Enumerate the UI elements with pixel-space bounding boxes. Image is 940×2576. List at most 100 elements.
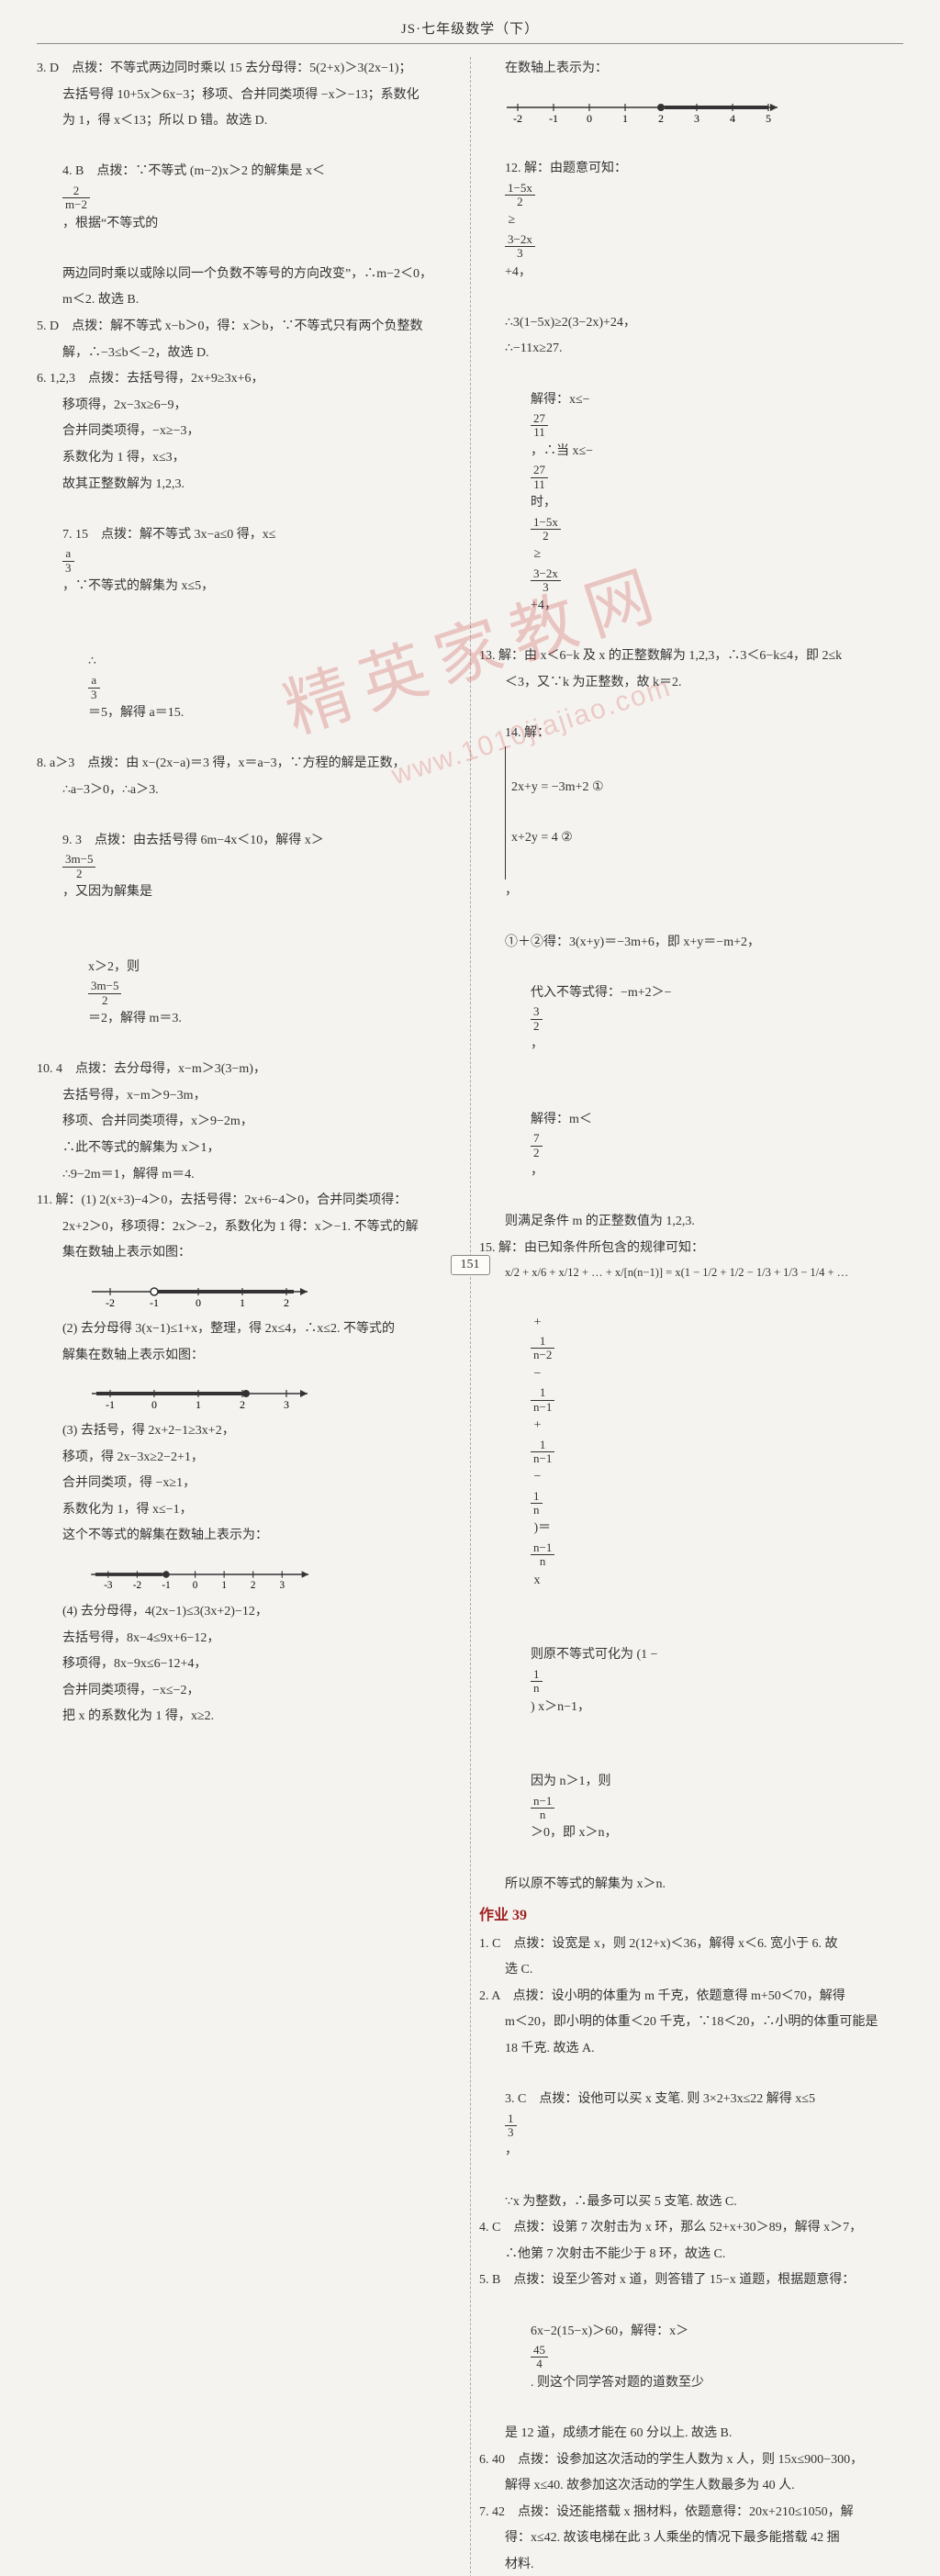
- column-divider: [470, 57, 471, 2576]
- answer-11-4d: 把 x 的系数化为 1 得，x≥2.: [37, 1705, 461, 1730]
- svg-text:0: 0: [151, 1398, 157, 1411]
- answer-15c: 所以原不等式的解集为 x＞n.: [479, 1873, 903, 1898]
- answer-15eq2: + 1n−2 − 1n−1 + 1n−1 − 1n )＝ n−1n x: [479, 1286, 903, 1618]
- answer-11-3d: 这个不等式的解集在数轴上表示为：: [37, 1524, 461, 1549]
- section-39-title: 作业 39: [479, 1902, 903, 1930]
- answer-10-line5: ∴9−2m＝1，解得 m＝4.: [37, 1163, 461, 1188]
- frac-2-over-m-2: 2m−2: [62, 185, 90, 212]
- frac-3m5-2: 3m−52: [62, 853, 95, 880]
- answer-11-4a: 去括号得，8x−4≤9x+6−12，: [37, 1627, 461, 1652]
- hw39-q1: 1. C 点拨：设宽是 x，则 2(12+x)＜36，解得 x＜6. 宽小于 6…: [479, 1932, 903, 1957]
- answer-11-3b: 合并同类项，得 −x≥1，: [37, 1472, 461, 1496]
- answer-15b: 因为 n＞1，则 n−1n ＞0，即 x＞n，: [479, 1746, 903, 1871]
- hw39-q6: 6. 40 点拨：设参加这次活动的学生人数为 x 人，则 15x≤900−300…: [479, 2448, 903, 2473]
- svg-text:2: 2: [284, 1296, 289, 1309]
- two-column-layout: 3. D 点拨：不等式两边同时乘以 15 去分母得：5(2+x)＞3(2x−1)…: [37, 57, 903, 2576]
- hw39-q2: 2. A 点拨：设小明的体重为 m 千克，依题意得 m+50＜70，解得: [479, 1985, 903, 2010]
- svg-text:2: 2: [251, 1580, 256, 1591]
- frac-32x-3b: 3−2x3: [531, 567, 561, 595]
- answer-11-2a: 解集在数轴上表示如图：: [37, 1344, 461, 1369]
- frac-1-3: 13: [505, 2112, 517, 2140]
- right-column: 在数轴上表示为： -2-1012345 12. 解：由题意可知： 1−5x2 ≥…: [479, 57, 903, 2576]
- answer-11-4c: 合并同类项得，−x≤−2，: [37, 1679, 461, 1704]
- hw39-q3: 3. C 点拨：设他可以买 x 支笔. 则 3×2+3x≤22 解得 x≤5 1…: [479, 2064, 903, 2189]
- answer-11-4: (4) 去分母得，4(2x−1)≤3(3x+2)−12，: [37, 1600, 461, 1625]
- answer-14d: 则满足条件 m 的正整数值为 1,2,3.: [479, 1210, 903, 1235]
- answer-12: 12. 解：由题意可知： 1−5x2 ≥ 3−2x3 +4，: [479, 133, 903, 309]
- hw39-q1a: 选 C.: [479, 1958, 903, 1983]
- svg-text:1: 1: [221, 1580, 227, 1591]
- frac-32x-3: 3−2x3: [505, 233, 535, 261]
- answer-13a: ＜3，又∵k 为正整数，故 k＝2.: [479, 671, 903, 696]
- svg-text:0: 0: [193, 1580, 198, 1591]
- answer-3-line3: 为 1，得 x＜13；所以 D 错。故选 D.: [37, 109, 461, 134]
- svg-text:3: 3: [694, 112, 699, 125]
- answer-10-line4: ∴此不等式的解集为 x＞1，: [37, 1137, 461, 1161]
- numberline-3: -3-2-10123: [83, 1556, 321, 1593]
- answer-11-4b: 移项得，8x−9x≤6−12+4，: [37, 1652, 461, 1677]
- hw39-q7b: 材料.: [479, 2553, 903, 2576]
- answer-8: 8. a＞3 点拨：由 x−(2x−a)＝3 得，x＝a−3，∵方程的解是正数，: [37, 752, 461, 777]
- answer-14c: 解得：m＜ 72 ，: [479, 1083, 903, 1208]
- hw39-q5a: 6x−2(15−x)＞60，解得：x＞ 454 . 则这个同学答对题的道数至少: [479, 2295, 903, 2420]
- answer-9-text: 9. 3 点拨：由去括号得 6m−4x＜10，解得 x＞: [62, 834, 324, 847]
- hw39-q7a: 得：x≤42. 故该电梯在此 3 人乘坐的情况下最多能搭载 42 捆: [479, 2526, 903, 2551]
- answer-3: 3. D 点拨：不等式两边同时乘以 15 去分母得：5(2+x)＞3(2x−1)…: [37, 57, 461, 82]
- answer-14: 14. 解： 2x+y = −3m+2 ① x+2y = 4 ② ，: [479, 698, 903, 929]
- answer-14a: ①＋②得：3(x+y)＝−3m+6，即 x+y＝−m+2，: [479, 931, 903, 956]
- answer-7: 7. 15 点拨：解不等式 3x−a≤0 得，x≤ a3 ，∵不等式的解集为 x…: [37, 498, 461, 623]
- svg-text:2: 2: [240, 1398, 245, 1411]
- frac-n1-n: n−1n: [531, 1541, 554, 1569]
- hw39-q3a: ∵x 为整数，∴最多可以买 5 支笔. 故选 C.: [479, 2190, 903, 2215]
- svg-text:1: 1: [240, 1296, 245, 1309]
- answer-6: 6. 1,2,3 点拨：去括号得，2x+9≥3x+6，: [37, 367, 461, 392]
- hw39-q5b: 是 12 道，成绩才能在 60 分以上. 故选 B.: [479, 2422, 903, 2447]
- answer-4-line3: m＜2. 故选 B.: [37, 288, 461, 313]
- answer-9-tail: ，又因为解集是: [62, 885, 152, 899]
- frac-27-11: 2711: [531, 412, 548, 440]
- svg-text:3: 3: [280, 1580, 285, 1591]
- frac-27-11b: 2711: [531, 464, 548, 491]
- frac-1-n1: 1n−1: [531, 1386, 554, 1414]
- frac-3-2: 32: [531, 1005, 543, 1033]
- hw39-q5: 5. B 点拨：设至少答对 x 道，则答错了 15−x 道题，根据题意得：: [479, 2268, 903, 2293]
- answer-4-line2: 两边同时乘以或除以同一个负数不等号的方向改变”，∴m−2＜0，: [37, 263, 461, 287]
- answer-12c: 解得：x≤− 2711 ，∴当 x≤− 2711 时， 1−5x2 ≥ 3−2x…: [479, 364, 903, 644]
- frac-1-n1b: 1n−1: [531, 1439, 554, 1466]
- closed-circle-icon: [162, 1571, 169, 1577]
- answer-7-tail: ，∵不等式的解集为 x≤5，: [62, 579, 214, 593]
- frac-a-over-3: a3: [62, 547, 74, 575]
- answer-13: 13. 解：由 x＜6−k 及 x 的正整数解为 1,2,3，∴3＜6−k≤4，…: [479, 644, 903, 669]
- svg-text:-2: -2: [133, 1580, 141, 1591]
- equation-system: 2x+y = −3m+2 ① x+2y = 4 ②: [505, 746, 604, 880]
- answer-12b: ∴−11x≥27.: [479, 337, 903, 362]
- answer-7-line2: ∴ a3 ＝5，解得 a＝15.: [37, 625, 461, 750]
- answer-12a: ∴3(1−5x)≥2(3−2x)+24，: [479, 311, 903, 336]
- frac-n1-n-b: n−1n: [531, 1795, 554, 1822]
- hw39-q4: 4. C 点拨：设第 7 次射击为 x 环，那么 52+x+30＞89，解得 x…: [479, 2216, 903, 2241]
- frac-15x-2b: 1−5x2: [531, 516, 561, 543]
- frac-1-n: 1n: [531, 1490, 543, 1518]
- numberline-1: -2-1012: [83, 1273, 321, 1310]
- svg-text:5: 5: [766, 112, 771, 125]
- frac-a-over-3-b: a3: [88, 674, 100, 701]
- answer-11-4e: 在数轴上表示为：: [479, 57, 903, 82]
- svg-text:0: 0: [587, 112, 592, 125]
- left-column: 3. D 点拨：不等式两边同时乘以 15 去分母得：5(2+x)＞3(2x−1)…: [37, 57, 461, 2576]
- answer-6-line3: 合并同类项得，−x≥−3，: [37, 420, 461, 444]
- answer-11-3: (3) 去括号，得 2x+2−1≥3x+2，: [37, 1419, 461, 1444]
- frac-1-n-b: 1n: [531, 1668, 543, 1696]
- page-header: JS·七年级数学（下）: [37, 18, 903, 44]
- answer-6-line2: 移项得，2x−3x≥6−9，: [37, 394, 461, 419]
- hw39-q2a: m＜20，即小明的体重＜20 千克，∵18＜20，∴小明的体重可能是: [479, 2010, 903, 2035]
- answer-14b: 代入不等式得：−m+2＞− 32 ，: [479, 957, 903, 1081]
- svg-text:-1: -1: [549, 112, 558, 125]
- open-circle-icon: [151, 1288, 158, 1295]
- answer-11-line2: 2x+2＞0，移项得：2x＞−2，系数化为 1 得：x＞−1. 不等式的解: [37, 1215, 461, 1240]
- answer-11-3a: 移项，得 2x−3x≥2−2+1，: [37, 1446, 461, 1471]
- svg-text:-3: -3: [104, 1580, 113, 1591]
- svg-text:4: 4: [730, 112, 735, 125]
- hw39-q2b: 18 千克. 故选 A.: [479, 2037, 903, 2062]
- page-number: 151: [451, 1255, 490, 1275]
- svg-text:-2: -2: [106, 1296, 115, 1309]
